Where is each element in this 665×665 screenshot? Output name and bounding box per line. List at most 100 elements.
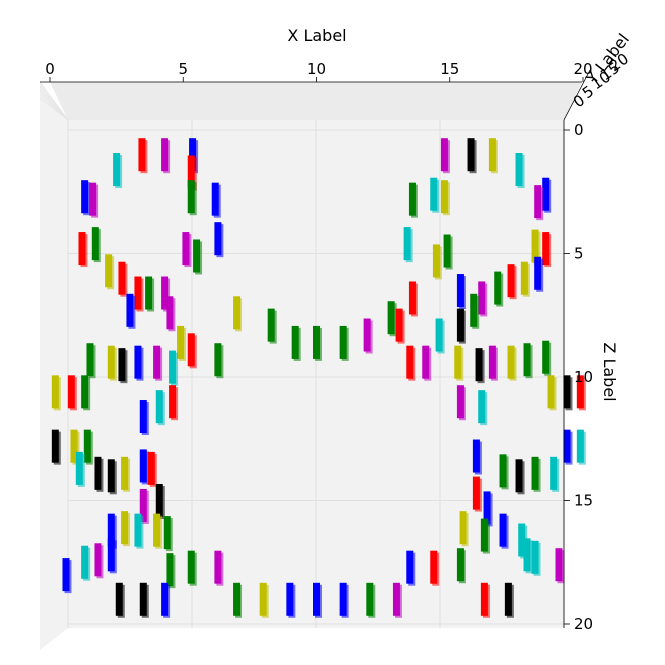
z-ticks: 0 5 10 15 20 [564, 121, 593, 633]
bar [169, 350, 179, 386]
bar-face [187, 333, 195, 367]
bar [507, 264, 517, 300]
bar-face [467, 138, 475, 172]
bar-face [515, 153, 523, 187]
bar-face [214, 343, 222, 377]
bar-face [163, 516, 171, 550]
bar [499, 454, 509, 490]
bar [139, 582, 149, 618]
bar [187, 180, 197, 216]
bar [507, 345, 517, 381]
bar-face [488, 138, 496, 172]
bar [107, 345, 117, 381]
bar [153, 345, 163, 381]
bar [211, 182, 221, 218]
bar-face [70, 429, 78, 463]
z-tick-label: 5 [574, 245, 584, 263]
bar-face [81, 375, 89, 409]
bar-face [91, 227, 99, 261]
bar [107, 459, 117, 495]
bar-face [459, 511, 467, 545]
bar-face [51, 429, 59, 463]
bar [134, 345, 144, 381]
bar-face [153, 345, 161, 379]
bar [81, 545, 91, 581]
bar-face [504, 582, 512, 616]
bar-face [83, 429, 91, 463]
bar-face [472, 439, 480, 473]
bar [166, 296, 176, 332]
bar-face [139, 582, 147, 616]
bar-face [456, 308, 464, 342]
bar [456, 274, 466, 310]
bar [395, 308, 405, 344]
bar-face [507, 264, 515, 298]
bar [94, 543, 104, 579]
bar-face [118, 261, 126, 295]
bar-face [430, 177, 438, 211]
bar [475, 348, 485, 384]
bar [339, 582, 349, 618]
bar-face [78, 232, 86, 266]
bar [161, 138, 171, 174]
bar-face [177, 325, 185, 359]
bar [161, 582, 171, 618]
bar-face [62, 558, 70, 592]
bar [403, 227, 413, 263]
bar-face [576, 375, 584, 409]
bar [214, 550, 224, 586]
bar [339, 325, 349, 361]
bar-face [105, 254, 113, 288]
bar [139, 488, 149, 524]
bar [78, 232, 88, 268]
bar-face [478, 281, 486, 315]
bar-face [313, 582, 320, 616]
bar [155, 484, 165, 519]
bar-face [480, 582, 488, 616]
bar [555, 548, 565, 584]
bar [454, 345, 464, 381]
bar [138, 138, 148, 174]
bar [118, 348, 128, 384]
bar [406, 345, 416, 381]
z-tick-label: 10 [574, 368, 593, 386]
bar [155, 390, 165, 426]
bar-face [139, 449, 147, 483]
bar [550, 456, 560, 492]
bar [563, 429, 573, 465]
bar [83, 429, 93, 465]
bar-face [189, 138, 197, 172]
bar [161, 276, 171, 312]
bar [499, 513, 509, 549]
bar [392, 582, 402, 618]
bar [408, 182, 418, 218]
bar [139, 449, 149, 485]
bar [488, 345, 498, 381]
bar [406, 550, 416, 586]
bar-face [94, 456, 102, 490]
bar [86, 343, 96, 379]
x-ticks: 0 5 10 15 20 [45, 60, 593, 82]
bar-face [550, 456, 558, 490]
bar-face [51, 375, 59, 409]
bar-face [523, 538, 531, 572]
bar [193, 239, 203, 275]
bar [177, 325, 187, 361]
bar-face [89, 182, 97, 216]
bar-face [576, 429, 584, 463]
bar [51, 429, 61, 465]
x-axis-label: X Label [287, 26, 346, 45]
bar-face [81, 180, 89, 214]
bar-face [387, 301, 395, 335]
bar-face [113, 153, 121, 187]
bar-face [456, 548, 464, 582]
bar [520, 261, 530, 297]
bar-face [483, 491, 491, 525]
bar-face [115, 582, 123, 616]
bar-face [470, 293, 478, 327]
bar-face [286, 582, 294, 616]
bar [480, 518, 490, 554]
bar [456, 385, 466, 421]
bar [145, 276, 155, 312]
bar-face [214, 222, 222, 256]
